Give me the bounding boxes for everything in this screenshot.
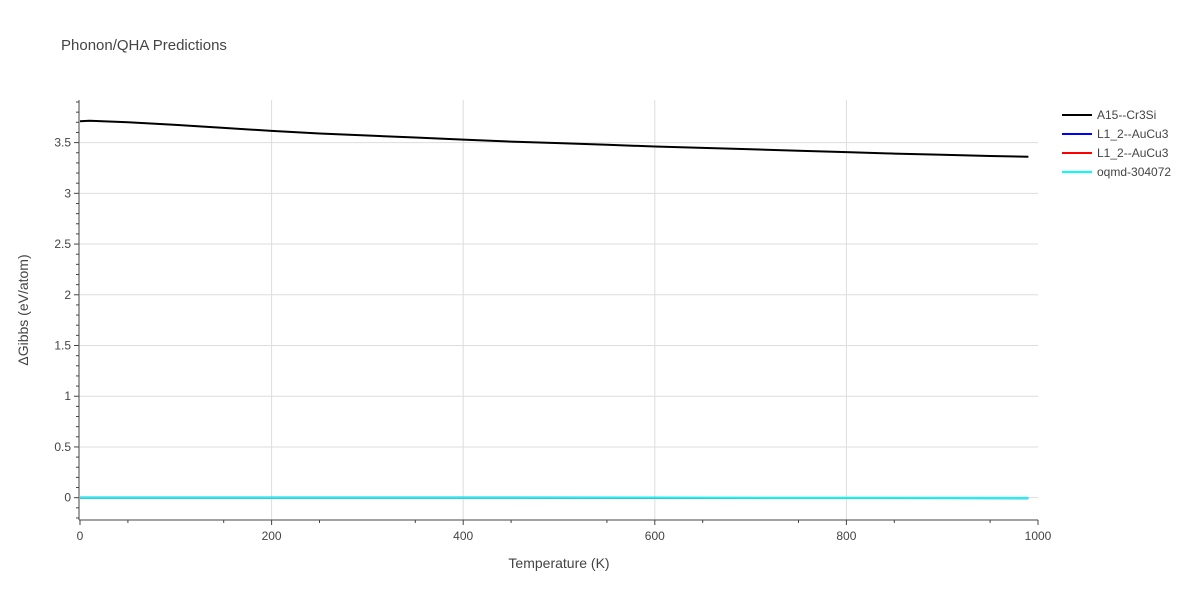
x-tick-label: 0 — [77, 529, 84, 543]
legend-label: oqmd-304072 — [1097, 165, 1171, 179]
series-line-1 — [80, 121, 1028, 157]
x-tick-label: 600 — [645, 529, 665, 543]
legend-label: A15--Cr3Si — [1097, 108, 1156, 122]
grid-layer — [80, 100, 1038, 520]
x-tick-label: 800 — [836, 529, 856, 543]
series-layer — [80, 121, 1028, 498]
legend-item-3[interactable]: L1_2--AuCu3 — [1062, 146, 1169, 160]
y-tick-label: 0 — [64, 491, 71, 505]
legend-item-2[interactable]: L1_2--AuCu3 — [1062, 127, 1169, 141]
legend-label: L1_2--AuCu3 — [1097, 146, 1169, 160]
y-axis-title: ΔGibbs (eV/atom) — [15, 254, 31, 365]
legend[interactable]: A15--Cr3Si L1_2--AuCu3 L1_2--AuCu3 oqmd-304… — [1062, 108, 1171, 179]
legend-label: L1_2--AuCu3 — [1097, 127, 1169, 141]
x-tick-label: 400 — [453, 529, 473, 543]
y-tick-label: 2.5 — [54, 237, 71, 251]
x-axis-title: Temperature (K) — [508, 555, 609, 571]
y-tick-label: 0.5 — [54, 440, 71, 454]
x-tick-label: 200 — [262, 529, 282, 543]
x-tick-label: 1000 — [1025, 529, 1052, 543]
legend-item-4[interactable]: oqmd-304072 — [1062, 165, 1171, 179]
y-tick-label: 3 — [64, 186, 71, 200]
y-tick-label: 3.5 — [54, 136, 71, 150]
chart-title: Phonon/QHA Predictions — [61, 37, 227, 54]
y-tick-label: 1 — [64, 389, 71, 403]
y-tick-label: 2 — [64, 288, 71, 302]
axis-layer: 0 200 400 600 800 1000 0 0.5 1 1.5 2 2.5 3 3.5 — [54, 100, 1051, 543]
y-tick-label: 1.5 — [54, 339, 71, 353]
legend-item-1[interactable]: A15--Cr3Si — [1062, 108, 1156, 122]
